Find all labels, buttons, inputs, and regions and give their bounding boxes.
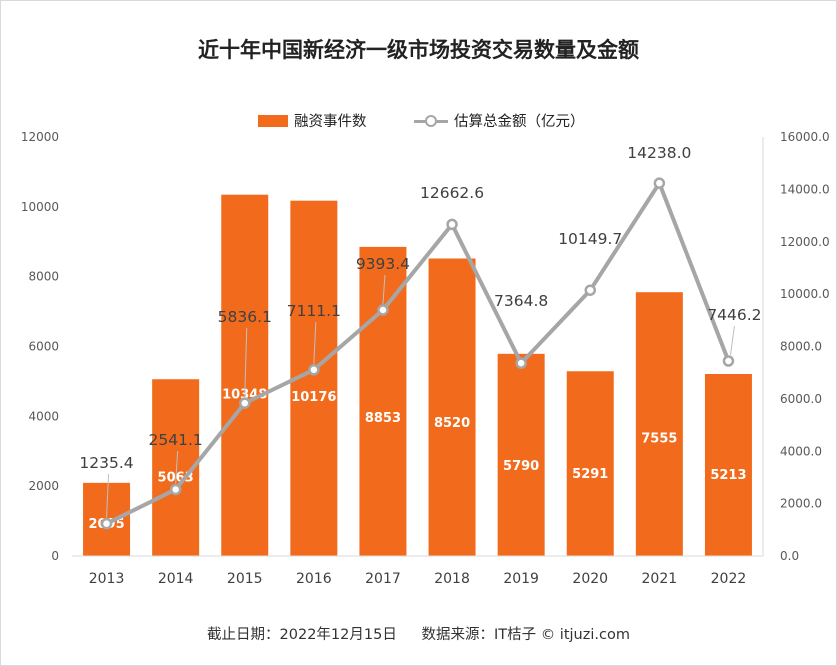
y-left-tick-label: 8000 xyxy=(28,270,59,284)
line-point xyxy=(169,483,182,496)
x-tick-label: 2019 xyxy=(503,571,539,587)
line-data-label: 12662.6 xyxy=(420,184,484,202)
bar-data-label: 8853 xyxy=(365,411,401,426)
line-data-label: 7364.8 xyxy=(494,292,548,310)
y-right-tick-label: 14000.0 xyxy=(780,182,830,196)
x-tick-label: 2017 xyxy=(365,571,401,587)
line-data-label: 14238.0 xyxy=(627,144,691,162)
line-data-label: 9393.4 xyxy=(356,255,410,273)
line-data-label: 7446.2 xyxy=(707,306,761,324)
x-tick-label: 2013 xyxy=(89,571,125,587)
line-data-label: 5836.1 xyxy=(218,308,272,326)
bar-data-label: 10176 xyxy=(291,390,336,405)
line-data-label: 2541.1 xyxy=(149,431,203,449)
x-tick-label: 2018 xyxy=(434,571,470,587)
line-point xyxy=(446,218,458,231)
y-left-tick-label: 2000 xyxy=(28,479,59,493)
x-tick-label: 2022 xyxy=(711,571,747,587)
legend-bar-label: 融资事件数 xyxy=(294,114,367,130)
leader-line xyxy=(729,325,735,356)
legend-line-label: 估算总金额（亿元） xyxy=(454,114,585,130)
y-left-tick-label: 0 xyxy=(51,549,59,563)
leader-line xyxy=(244,327,248,398)
y-right-tick-label: 16000.0 xyxy=(780,130,830,144)
y-right-tick-label: 8000.0 xyxy=(780,340,822,354)
legend: 融资事件数 估算总金额（亿元） xyxy=(0,110,837,134)
bar xyxy=(704,373,752,556)
line-point xyxy=(308,364,320,376)
y-right-tick-label: 6000.0 xyxy=(780,392,822,406)
x-tick-label: 2016 xyxy=(296,571,332,587)
bar xyxy=(359,246,407,556)
bar-data-label: 8520 xyxy=(434,416,470,431)
bar-data-label: 5291 xyxy=(572,467,608,482)
legend-item-line: 估算总金额（亿元） xyxy=(414,110,585,131)
x-tick-label: 2020 xyxy=(572,571,608,587)
bar-data-label: 7555 xyxy=(641,431,677,446)
bar xyxy=(497,353,545,556)
leader-line xyxy=(175,450,179,484)
bar-data-label: 5213 xyxy=(710,468,746,483)
line-data-label: 10149.7 xyxy=(558,230,622,248)
line-point xyxy=(377,304,389,316)
y-left-tick-label: 10000 xyxy=(21,200,59,214)
bar xyxy=(635,292,683,556)
bar xyxy=(566,371,614,556)
line-point xyxy=(100,517,113,530)
line-series xyxy=(105,181,731,526)
line-point xyxy=(515,357,527,369)
y-right-tick-label: 0.0 xyxy=(780,549,799,563)
x-tick-label: 2014 xyxy=(158,571,194,587)
bar-data-label: 5790 xyxy=(503,459,539,474)
line-point xyxy=(722,355,735,367)
line-point xyxy=(239,397,251,409)
line-point xyxy=(653,177,666,189)
x-tick-label: 2021 xyxy=(642,571,678,587)
footer-source: 数据来源：IT桔子 © itjuzi.com xyxy=(421,627,630,643)
y-right-tick-label: 4000.0 xyxy=(780,444,822,458)
y-right-tick-label: 12000.0 xyxy=(780,235,830,249)
legend-bar-swatch xyxy=(258,114,288,127)
bar xyxy=(428,258,476,556)
footer: 截止日期：2022年12月15日 数据来源：IT桔子 © itjuzi.com xyxy=(0,623,837,644)
y-left-tick-label: 4000 xyxy=(28,409,59,423)
y-left-tick-label: 12000 xyxy=(21,130,59,144)
bar xyxy=(221,194,269,557)
leader-line xyxy=(106,473,110,518)
chart-title: 近十年中国新经济一级市场投资交易数量及金额 xyxy=(198,38,639,62)
y-right-tick-label: 2000.0 xyxy=(780,497,822,511)
y-left-tick-label: 6000 xyxy=(28,340,59,354)
legend-line-swatch xyxy=(414,114,448,128)
x-tick-label: 2015 xyxy=(227,571,263,587)
line-data-label: 1235.4 xyxy=(79,454,133,472)
y-right-tick-label: 10000.0 xyxy=(780,287,830,301)
footer-date: 截止日期：2022年12月15日 xyxy=(207,627,397,643)
legend-item-bar: 融资事件数 xyxy=(258,110,367,131)
line-point xyxy=(584,284,596,296)
leader-line xyxy=(382,274,386,305)
line-data-label: 7111.1 xyxy=(287,302,341,320)
leader-line xyxy=(313,321,317,364)
